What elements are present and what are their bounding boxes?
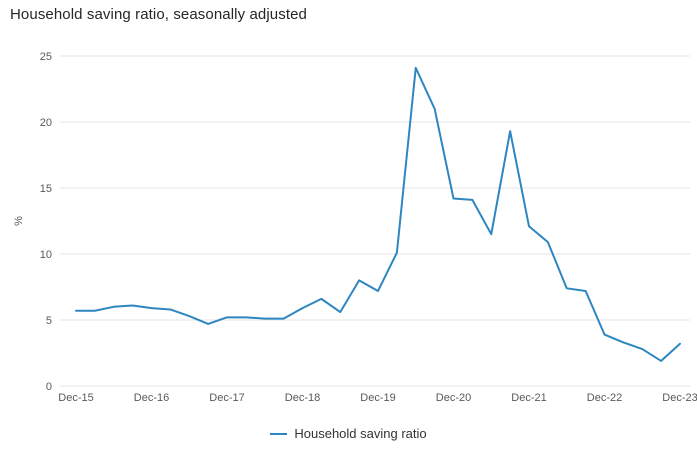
y-tick-label-10: 10 xyxy=(40,249,52,261)
x-tick-label-Dec-22: Dec-22 xyxy=(587,392,622,404)
x-tick-label-Dec-23: Dec-23 xyxy=(662,392,697,404)
x-tick-label-Dec-19: Dec-19 xyxy=(360,392,395,404)
x-tick-label-Dec-18: Dec-18 xyxy=(285,392,320,404)
chart-legend[interactable]: Household saving ratio xyxy=(0,426,697,441)
x-tick-label-Dec-20: Dec-20 xyxy=(436,392,471,404)
y-axis-label: % xyxy=(13,216,25,226)
legend-series-label: Household saving ratio xyxy=(294,426,427,441)
series-line xyxy=(75,66,681,362)
chart-title: Household saving ratio, seasonally adjus… xyxy=(10,6,307,23)
y-tick-label-0: 0 xyxy=(46,381,52,393)
x-tick-label-Dec-17: Dec-17 xyxy=(209,392,244,404)
x-tick-label-Dec-21: Dec-21 xyxy=(511,392,546,404)
x-tick-label-Dec-15: Dec-15 xyxy=(58,392,93,404)
x-tick-label-Dec-16: Dec-16 xyxy=(134,392,169,404)
y-tick-label-25: 25 xyxy=(40,51,52,63)
legend-line-swatch xyxy=(270,432,288,435)
y-tick-label-20: 20 xyxy=(40,117,52,129)
y-tick-label-15: 15 xyxy=(40,183,52,195)
y-tick-label-5: 5 xyxy=(46,315,52,327)
